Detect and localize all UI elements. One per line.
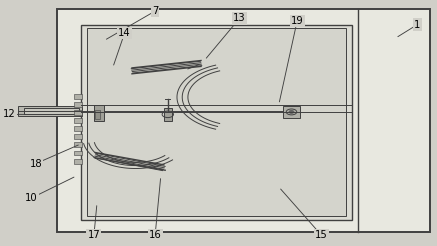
Text: 18: 18 (30, 159, 42, 169)
Text: 16: 16 (149, 230, 162, 240)
Circle shape (289, 111, 294, 113)
Bar (74, 134, 82, 139)
Bar (81, 25, 352, 220)
Bar (74, 118, 82, 123)
Bar (74, 151, 82, 155)
Bar (94, 105, 104, 121)
Text: 10: 10 (25, 193, 38, 203)
Bar (95, 110, 100, 119)
Bar (74, 142, 82, 147)
Bar (24, 108, 79, 114)
Text: 17: 17 (87, 230, 101, 240)
Bar (18, 106, 82, 116)
Bar (74, 102, 82, 107)
Bar (74, 110, 82, 115)
Text: 7: 7 (152, 6, 158, 16)
Text: 15: 15 (315, 230, 328, 240)
Text: 1: 1 (414, 20, 420, 30)
Bar (164, 108, 172, 121)
Bar (283, 106, 300, 118)
Bar (74, 94, 82, 99)
Text: 13: 13 (233, 14, 246, 23)
Text: 12: 12 (3, 109, 16, 119)
Bar (74, 126, 82, 131)
Text: 19: 19 (291, 16, 304, 26)
Bar (87, 28, 346, 216)
Bar (74, 159, 82, 164)
Bar (57, 9, 430, 232)
Text: 14: 14 (118, 28, 131, 38)
